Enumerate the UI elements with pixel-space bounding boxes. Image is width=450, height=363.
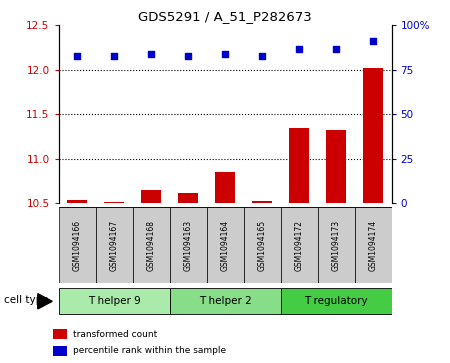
Bar	[67, 200, 87, 203]
Bar	[207, 207, 243, 283]
Polygon shape	[38, 294, 52, 309]
Text: GSM1094168: GSM1094168	[147, 220, 156, 270]
Bar	[178, 193, 198, 203]
Bar	[326, 130, 346, 203]
Text: GSM1094166: GSM1094166	[72, 220, 81, 270]
Bar	[280, 207, 318, 283]
Title: GDS5291 / A_51_P282673: GDS5291 / A_51_P282673	[138, 10, 312, 23]
Text: GSM1094167: GSM1094167	[109, 220, 118, 270]
Point	[73, 53, 81, 58]
Bar	[58, 207, 95, 283]
Bar	[104, 201, 124, 203]
Point	[295, 46, 302, 52]
Text: percentile rank within the sample: percentile rank within the sample	[73, 346, 226, 355]
Bar	[363, 68, 383, 203]
Point	[221, 51, 229, 57]
Text: GSM1094174: GSM1094174	[369, 220, 378, 270]
Point	[110, 53, 117, 58]
Bar	[132, 207, 170, 283]
Text: GSM1094163: GSM1094163	[184, 220, 193, 270]
Bar	[243, 207, 280, 283]
Text: GSM1094173: GSM1094173	[332, 220, 341, 270]
Bar	[95, 207, 132, 283]
Point	[369, 38, 377, 44]
Bar	[215, 172, 235, 203]
Text: GSM1094172: GSM1094172	[294, 220, 303, 270]
Bar	[53, 346, 67, 356]
Text: transformed count: transformed count	[73, 330, 158, 339]
Point	[148, 51, 155, 57]
Bar	[170, 207, 207, 283]
Point	[258, 53, 265, 58]
Bar	[289, 128, 309, 203]
Text: cell type: cell type	[4, 295, 49, 305]
Bar	[170, 288, 280, 314]
Text: GSM1094164: GSM1094164	[220, 220, 230, 270]
Text: T helper 9: T helper 9	[88, 296, 140, 306]
Bar	[355, 207, 392, 283]
Text: T regulatory: T regulatory	[304, 296, 368, 306]
Bar	[280, 288, 392, 314]
Text: T helper 2: T helper 2	[198, 296, 252, 306]
Bar	[252, 201, 272, 203]
Bar	[58, 288, 170, 314]
Text: GSM1094165: GSM1094165	[257, 220, 266, 270]
Bar	[318, 207, 355, 283]
Point	[184, 53, 192, 58]
Bar	[53, 329, 67, 339]
Bar	[141, 190, 161, 203]
Point	[333, 46, 340, 52]
